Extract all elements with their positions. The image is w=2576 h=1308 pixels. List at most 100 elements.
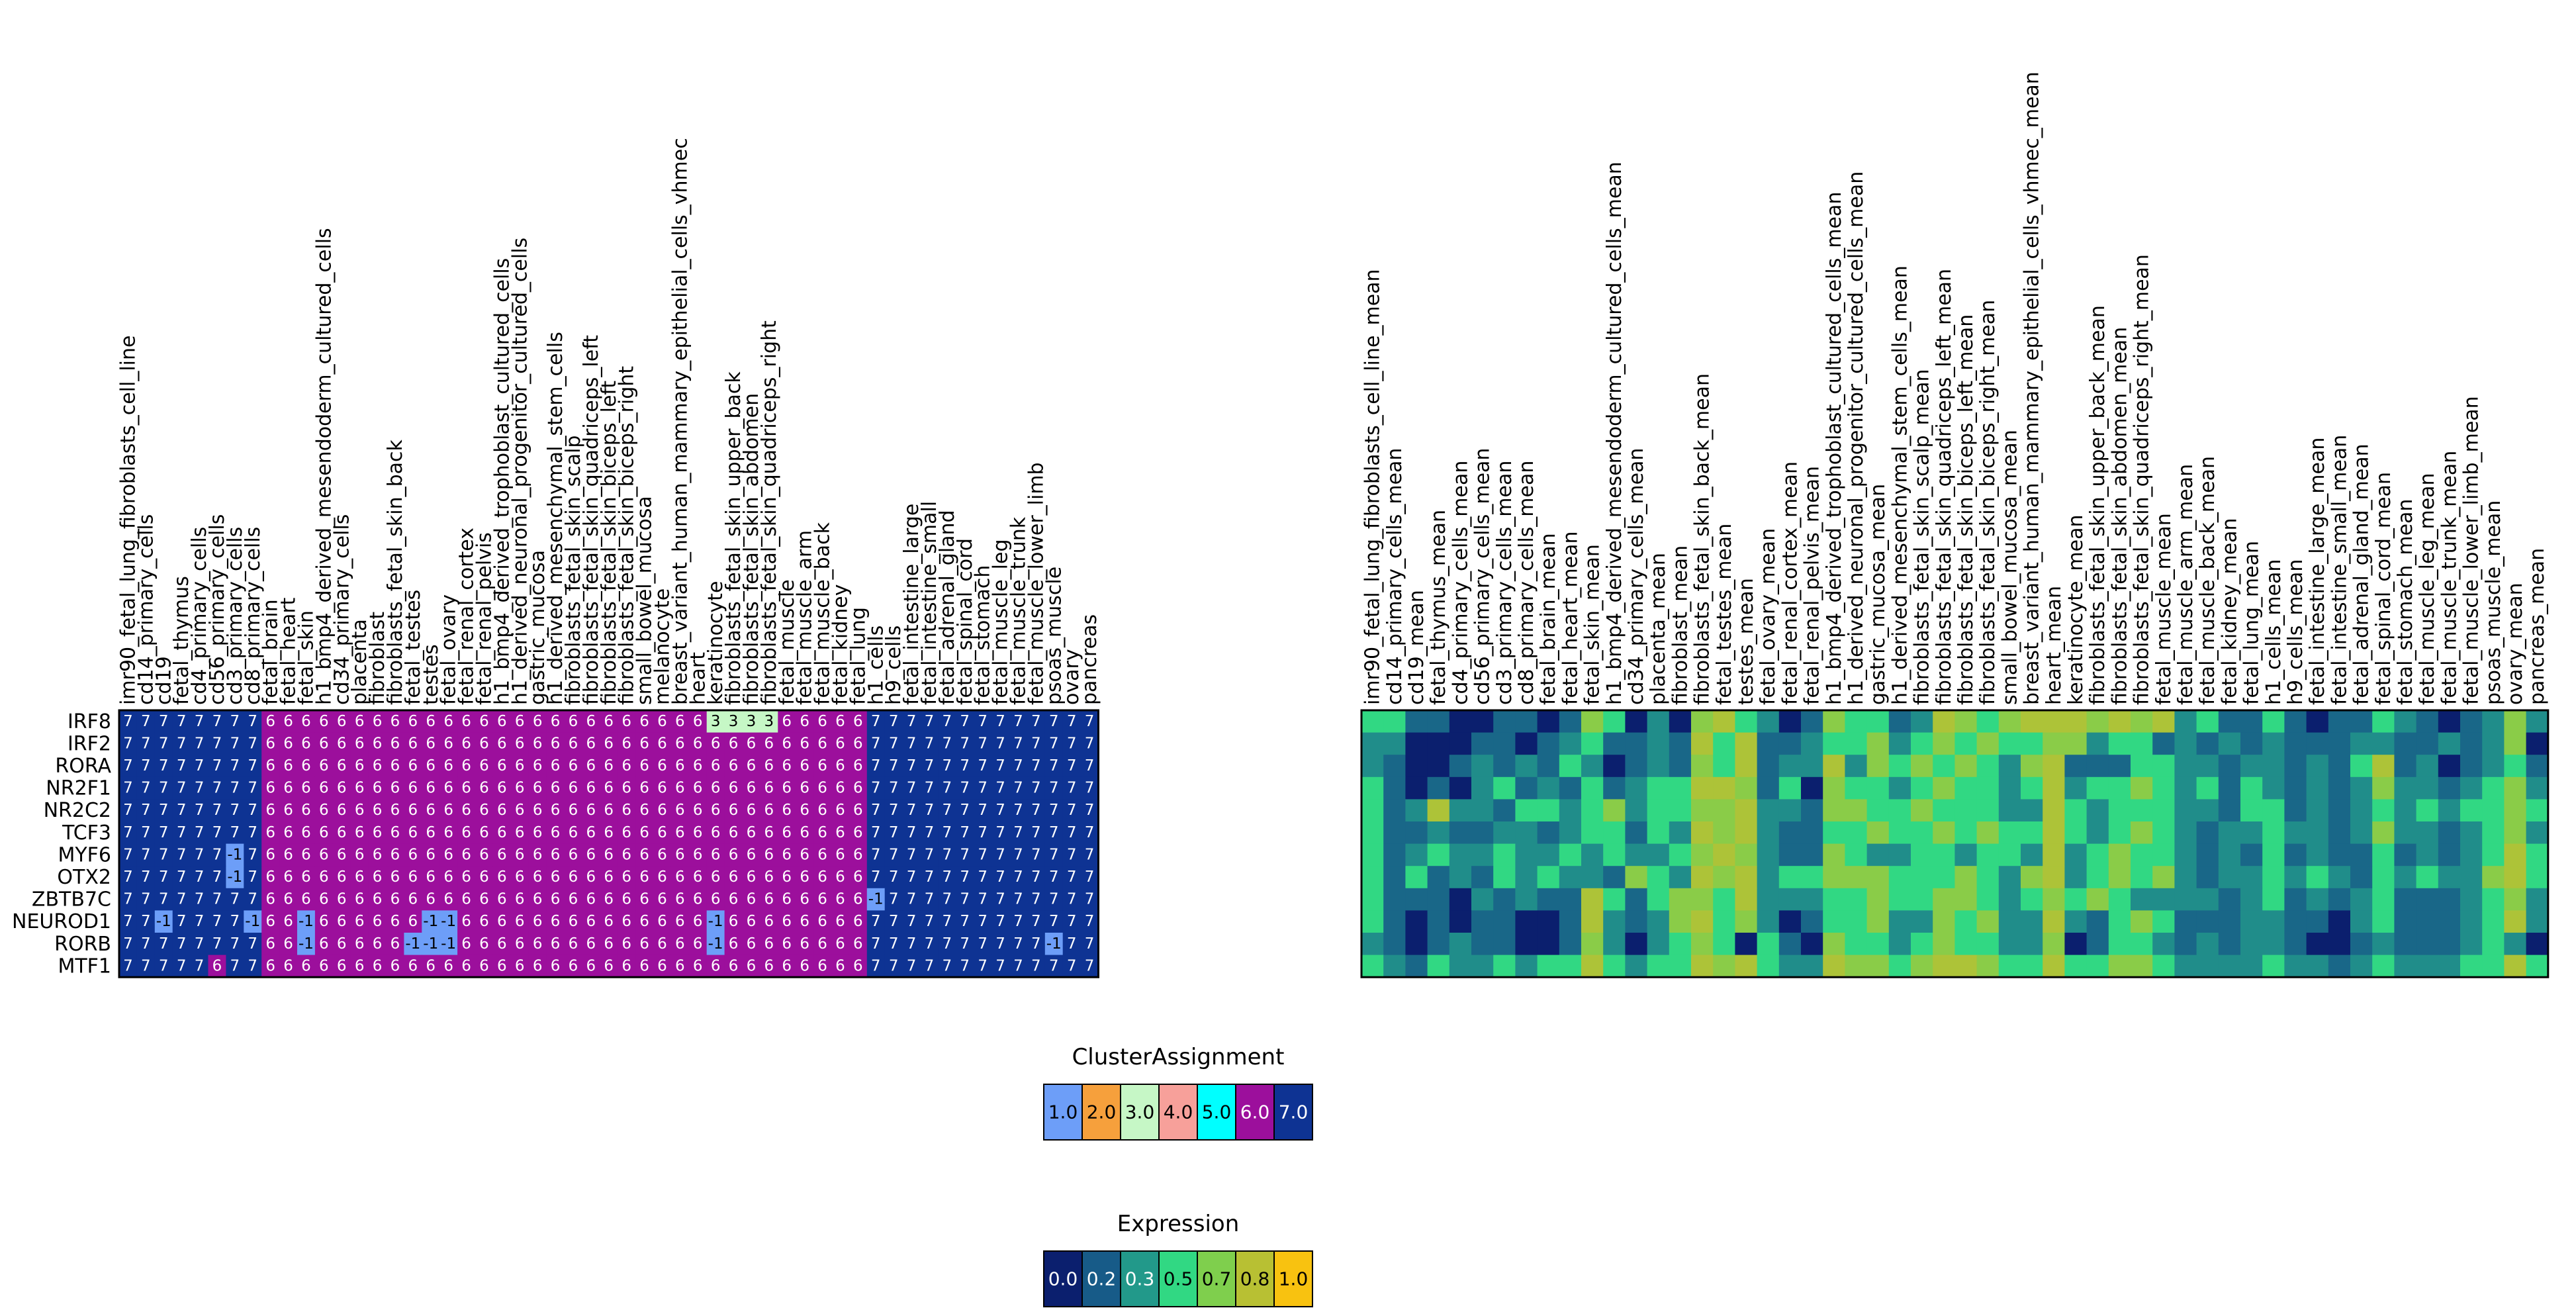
cluster-cell	[582, 799, 600, 822]
expression-cell	[1559, 955, 1582, 978]
cluster-cell	[190, 710, 209, 733]
cluster-cell-label: 6	[391, 935, 400, 953]
cluster-cell	[778, 821, 796, 845]
expression-cell	[2108, 843, 2131, 866]
cluster-cell	[154, 755, 173, 778]
cluster-cell	[813, 933, 832, 956]
cluster-cell	[813, 732, 832, 755]
cluster-cell-label: 6	[373, 713, 383, 730]
cluster-cell-label: 6	[319, 735, 329, 752]
cluster-cell	[670, 710, 690, 733]
expression-cell	[2174, 732, 2197, 755]
row-label: TCF3	[62, 821, 111, 845]
expression-cell	[1647, 755, 1670, 778]
expression-cell	[1515, 843, 1538, 866]
cluster-cell-label: 6	[675, 780, 685, 797]
cluster-cell	[1062, 955, 1081, 978]
cluster-cell-label: 6	[301, 846, 311, 863]
cluster-cell	[618, 755, 636, 778]
expression-cell	[2240, 955, 2263, 978]
cluster-cell-label: 7	[943, 780, 952, 797]
cluster-cell	[119, 910, 138, 933]
expression-cell	[1691, 888, 1714, 911]
cluster-cell-label: 6	[408, 780, 418, 797]
cluster-cell	[510, 821, 529, 845]
cluster-cell	[760, 710, 778, 733]
expression-cell	[2350, 843, 2373, 866]
expression-cell	[2372, 799, 2395, 822]
cluster-cell	[902, 821, 921, 845]
cluster-cell-label: 7	[960, 935, 970, 953]
cluster-cell	[119, 933, 138, 956]
column-label: fetal_muscle_arm	[794, 530, 817, 705]
cluster-cell	[475, 776, 494, 800]
cluster-cell	[991, 799, 1010, 822]
expression-cell	[2043, 955, 2065, 978]
expression-cell	[1471, 843, 1494, 866]
cluster-cell	[688, 799, 708, 822]
cluster-cell	[528, 955, 547, 978]
column-label: pancreas_mean	[2526, 548, 2549, 705]
cluster-cell-label: 6	[337, 802, 347, 819]
cluster-cell-label: 6	[693, 913, 703, 930]
cluster-cell	[582, 732, 600, 755]
cluster-cell	[546, 710, 565, 733]
cluster-cell-label: 7	[141, 891, 151, 908]
cluster-cell	[172, 955, 191, 978]
cluster-cell	[208, 799, 226, 822]
cluster-cell-label: 7	[123, 824, 133, 841]
cluster-cell	[244, 955, 262, 978]
expression-cell	[1778, 910, 1802, 933]
cluster-cell-label: 7	[230, 802, 240, 819]
cluster-cell-label: 6	[319, 913, 329, 930]
column-label: fetal_muscle_trunk	[1007, 516, 1030, 705]
cluster-cell-label: 7	[1085, 957, 1095, 974]
cluster-cell-label: 6	[711, 802, 721, 819]
expression-cell	[2328, 776, 2351, 800]
expression-cell	[2086, 933, 2109, 956]
cluster-cell	[172, 888, 191, 911]
cluster-cell	[190, 933, 209, 956]
cluster-cell-label: 7	[943, 824, 952, 841]
cluster-cell	[154, 866, 173, 889]
cluster-cell	[546, 755, 565, 778]
expression-cell	[2350, 732, 2373, 755]
cluster-cell-label: 6	[337, 846, 347, 863]
expression-cell	[1647, 910, 1670, 933]
expression-cell	[2064, 910, 2088, 933]
cluster-cell	[706, 955, 725, 978]
cluster-cell	[439, 799, 458, 822]
expression-cell	[2460, 799, 2483, 822]
expression-cell	[2218, 910, 2241, 933]
expression-cell	[1713, 821, 1735, 845]
cluster-cell	[813, 955, 832, 978]
cluster-cell-label: 6	[747, 913, 757, 930]
cluster-cell	[564, 910, 582, 933]
expression-cell	[1449, 843, 1472, 866]
expression-cell	[1845, 843, 1868, 866]
cluster-cell-label: 6	[853, 935, 863, 953]
cluster-cell	[314, 933, 334, 956]
cluster-cell-label: 6	[853, 824, 863, 841]
cluster-cell	[670, 910, 690, 933]
cluster-cell	[190, 732, 209, 755]
expression-cell	[2174, 866, 2197, 889]
cluster-cell-label: 6	[479, 868, 489, 886]
expression-cell	[2218, 732, 2241, 755]
cluster-cell	[1080, 955, 1099, 978]
cluster-cell-label: 6	[461, 868, 471, 886]
cluster-cell	[1009, 821, 1028, 845]
expression-cell	[2174, 799, 2197, 822]
cluster-cell	[866, 710, 886, 733]
cluster-cell	[439, 821, 458, 845]
cluster-cell-label: 7	[871, 824, 881, 841]
expression-cell	[1757, 710, 1780, 733]
expression-cell	[1493, 888, 1516, 911]
column-label: h9_cells_mean	[2284, 559, 2307, 705]
column-label: fetal_muscle_lower_limb	[1025, 462, 1048, 705]
expression-cell	[1735, 955, 1758, 978]
cluster-cell	[350, 732, 369, 755]
cluster-cell-label: 7	[995, 735, 1005, 752]
expression-cell	[1757, 755, 1780, 778]
cluster-cell	[635, 755, 654, 778]
